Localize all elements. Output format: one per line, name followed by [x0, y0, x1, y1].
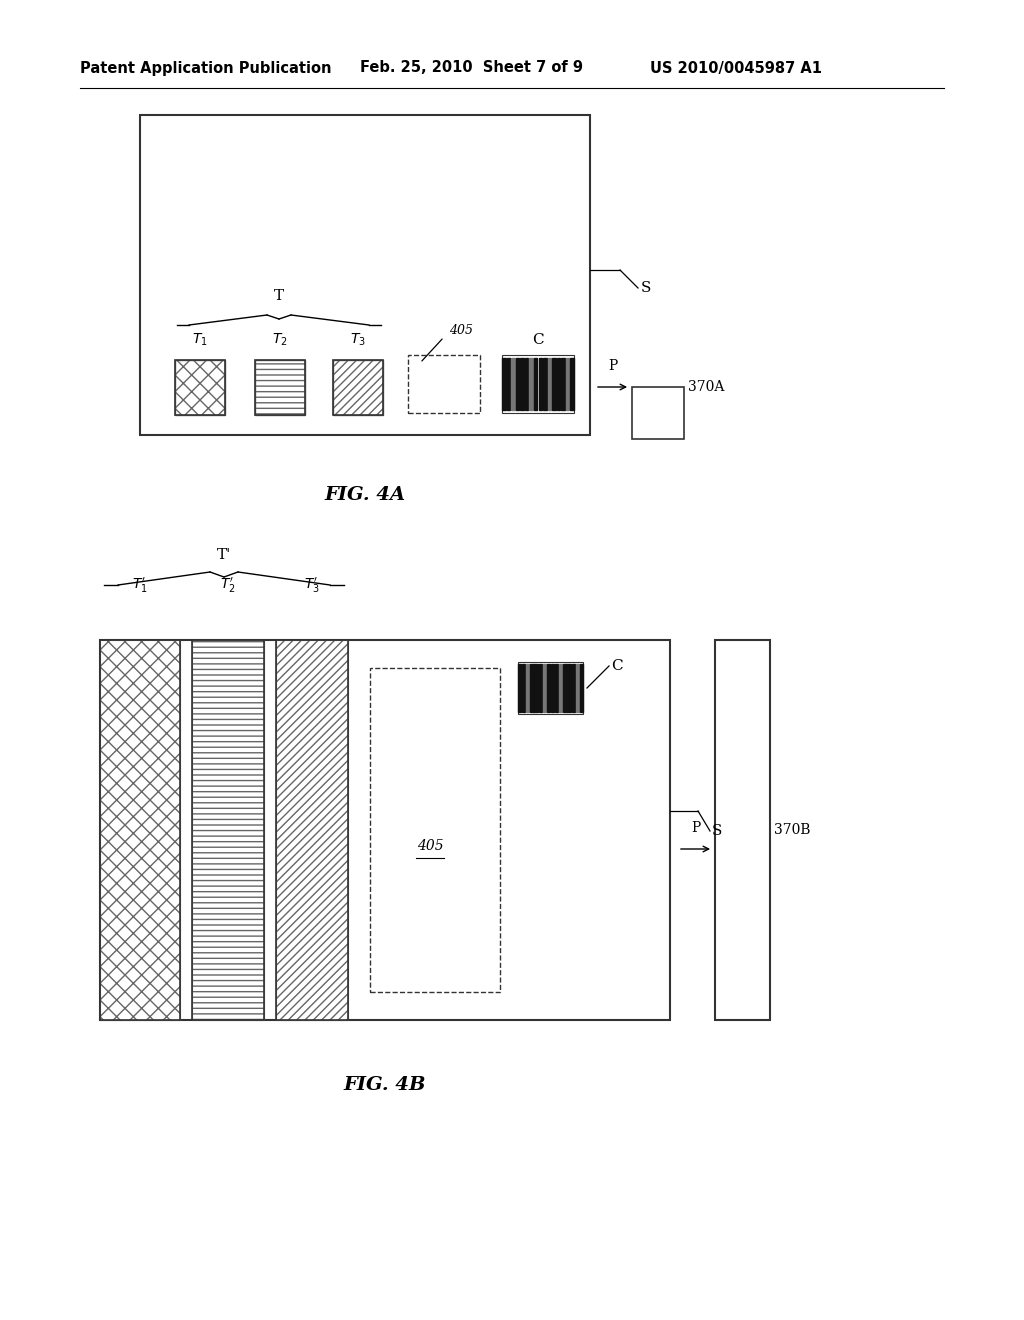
- Bar: [502, 358, 506, 411]
- Text: P: P: [691, 821, 700, 836]
- Bar: [255, 360, 305, 414]
- Bar: [276, 640, 348, 1020]
- Text: T': T': [217, 548, 231, 562]
- Bar: [563, 664, 566, 711]
- Bar: [100, 640, 180, 1020]
- Bar: [507, 358, 510, 411]
- Text: US 2010/0045987 A1: US 2010/0045987 A1: [650, 61, 822, 75]
- Bar: [511, 358, 515, 411]
- Bar: [570, 358, 574, 411]
- Bar: [255, 360, 305, 414]
- Bar: [522, 664, 525, 711]
- Bar: [534, 358, 538, 411]
- Text: 405: 405: [449, 323, 473, 337]
- Text: C: C: [611, 659, 623, 673]
- Bar: [516, 358, 519, 411]
- Bar: [370, 668, 500, 993]
- Bar: [552, 358, 556, 411]
- Text: Patent Application Publication: Patent Application Publication: [80, 61, 332, 75]
- Bar: [518, 663, 583, 714]
- Bar: [520, 358, 523, 411]
- Bar: [575, 664, 579, 711]
- Bar: [518, 664, 521, 711]
- Bar: [535, 664, 538, 711]
- Bar: [100, 640, 670, 1020]
- Bar: [526, 664, 529, 711]
- Text: P: P: [608, 359, 617, 374]
- Bar: [561, 358, 565, 411]
- Text: $T_3'$: $T_3'$: [304, 576, 319, 595]
- Text: $T_1$: $T_1$: [193, 331, 208, 348]
- Text: $T_1'$: $T_1'$: [132, 576, 147, 595]
- Bar: [547, 664, 550, 711]
- Text: FIG. 4A: FIG. 4A: [325, 486, 406, 504]
- Bar: [100, 640, 180, 1020]
- Text: 405: 405: [417, 840, 443, 853]
- Text: FIG. 4B: FIG. 4B: [344, 1076, 426, 1094]
- Bar: [567, 664, 570, 711]
- Text: 370B: 370B: [774, 822, 811, 837]
- Bar: [543, 664, 546, 711]
- Bar: [551, 664, 554, 711]
- Text: $T_3$: $T_3$: [350, 331, 366, 348]
- Text: $T_2$: $T_2$: [272, 331, 288, 348]
- Bar: [175, 360, 225, 414]
- Bar: [140, 115, 590, 436]
- Bar: [548, 358, 551, 411]
- Bar: [530, 664, 534, 711]
- Bar: [580, 664, 583, 711]
- Text: S: S: [641, 281, 651, 294]
- Bar: [193, 640, 264, 1020]
- Bar: [529, 358, 532, 411]
- Text: 370A: 370A: [688, 380, 724, 393]
- Bar: [543, 358, 547, 411]
- Bar: [566, 358, 569, 411]
- Bar: [539, 358, 542, 411]
- Bar: [539, 664, 542, 711]
- Bar: [502, 355, 574, 413]
- Bar: [276, 640, 348, 1020]
- Bar: [557, 358, 560, 411]
- Text: $T_2'$: $T_2'$: [220, 576, 236, 595]
- Bar: [715, 640, 770, 1020]
- Bar: [408, 355, 480, 413]
- Bar: [555, 664, 558, 711]
- Bar: [193, 640, 264, 1020]
- Bar: [632, 387, 684, 440]
- Text: C: C: [532, 333, 544, 347]
- Bar: [333, 360, 383, 414]
- Bar: [525, 358, 528, 411]
- Bar: [333, 360, 383, 414]
- Text: Feb. 25, 2010  Sheet 7 of 9: Feb. 25, 2010 Sheet 7 of 9: [360, 61, 583, 75]
- Bar: [571, 664, 574, 711]
- Bar: [175, 360, 225, 414]
- Text: T: T: [274, 289, 284, 304]
- Text: S: S: [712, 824, 722, 838]
- Bar: [559, 664, 562, 711]
